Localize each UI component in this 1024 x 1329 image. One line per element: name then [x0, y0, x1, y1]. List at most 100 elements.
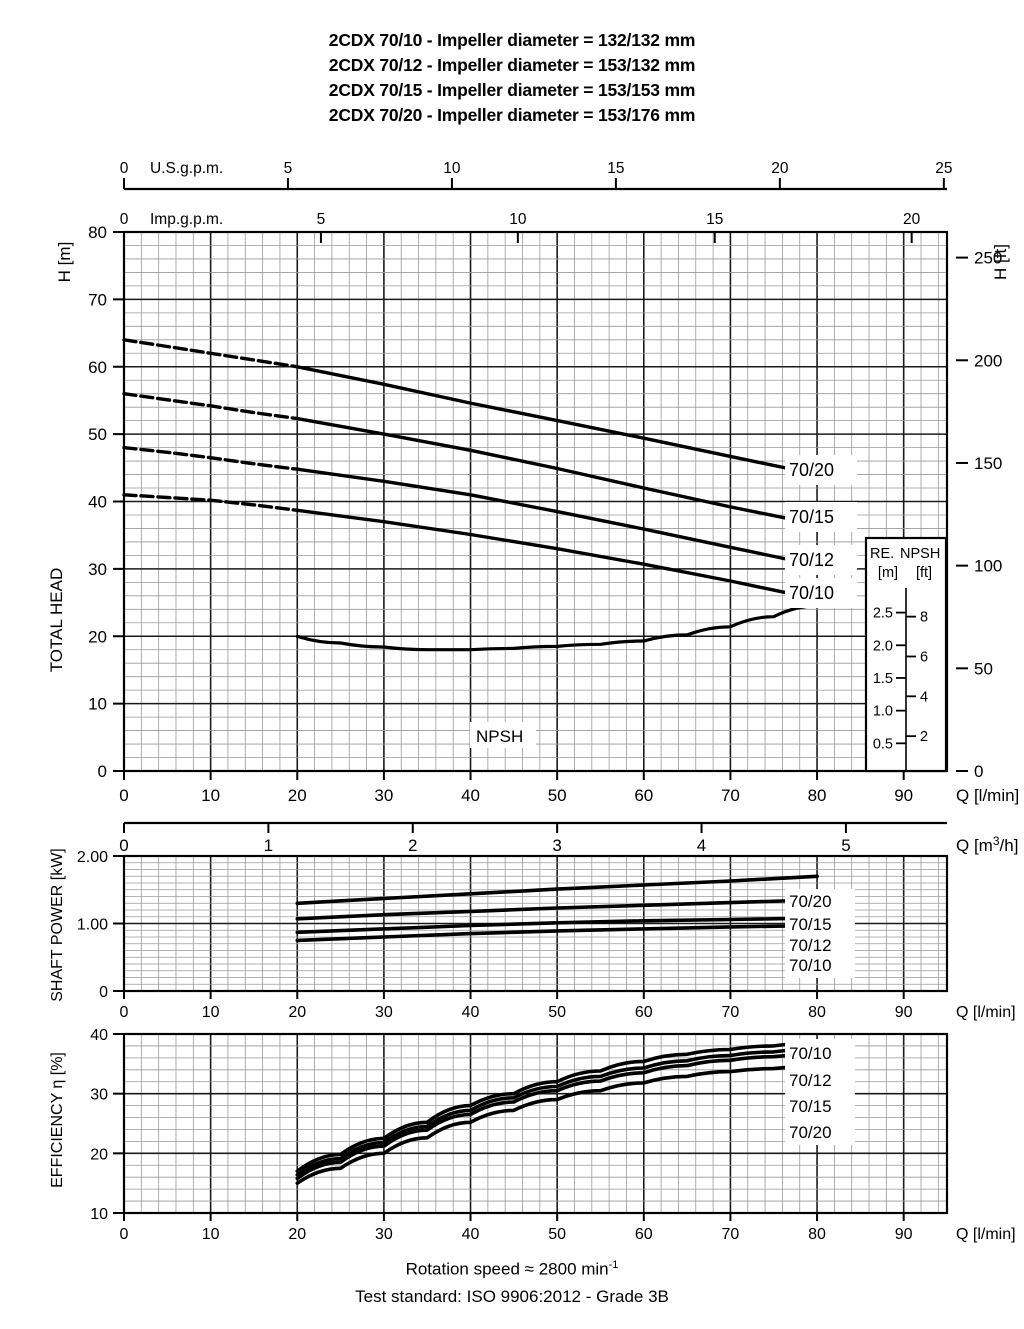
- q-m3h-tick-label: 2: [408, 836, 417, 855]
- efficiency-curve-label-bg: [785, 1118, 855, 1145]
- efficiency-q-tick-label: 10: [202, 1226, 220, 1243]
- npsh-ft-tick-label: 6: [920, 649, 928, 665]
- head-curve-label-bg: [785, 455, 857, 485]
- rotation-speed-text: Rotation speed ≈ 2800 min-1: [405, 1259, 619, 1279]
- q-m3h-tick-label: 4: [697, 836, 706, 855]
- q-lmin-tick-label: 60: [634, 786, 653, 805]
- q-m3h-tick-label: 3: [552, 836, 561, 855]
- npsh-m-tick-label: 1.5: [873, 671, 893, 687]
- efficiency-axis-label: EFFICIENCY η [%]: [49, 1052, 66, 1188]
- power-curve-label-bg: [785, 889, 855, 914]
- npsh-legend-box: RE. NPSH[m] [ft] 0.5 1.0 1.5 2.0 2.5 2 4 6 8: [864, 536, 948, 773]
- npsh-ft-tick-label: 4: [920, 689, 928, 705]
- efficiency-q-tick-label: 80: [808, 1226, 826, 1243]
- power-curve-70-20: [295, 874, 819, 906]
- npsh-m-tick-label: 2.0: [873, 638, 893, 654]
- power-q-tick-label: 30: [375, 1004, 393, 1021]
- total-head-axis-label: TOTAL HEAD: [47, 568, 66, 673]
- head-left-tick-label: 40: [88, 493, 107, 512]
- npsh-label-bg: [470, 722, 536, 748]
- efficiency-curve-label: 70/10: [789, 1044, 832, 1063]
- head-curve-label-bg: [785, 578, 857, 608]
- efficiency-curve-70-10: [295, 1041, 819, 1173]
- head-curve-label: 70/15: [789, 507, 834, 527]
- efficiency-curve-label-bg: [785, 1066, 855, 1093]
- title-line-4: 2CDX 70/20 - Impeller diameter = 153/176…: [328, 105, 696, 125]
- head-left-tick-label: 0: [98, 762, 107, 781]
- head-curve-70-20: [295, 365, 819, 477]
- efficiency-curve-label-bg: [785, 1039, 855, 1066]
- head-curve-dashed-70-10: [122, 493, 299, 512]
- power-q-axis-label: Q [l/min]: [956, 1004, 1016, 1021]
- power-tick-label: 2.00: [77, 849, 108, 866]
- power-q-tick-label: 50: [548, 1004, 566, 1021]
- efficiency-q-tick-label: 70: [722, 1226, 740, 1243]
- q-m3h-tick-label: 5: [841, 836, 850, 855]
- efficiency-panel-frame: [122, 1032, 949, 1215]
- npsh-box-unit-ft: [ft]: [916, 565, 932, 581]
- npsh-ft-tick-label: 8: [920, 610, 928, 626]
- head-left-tick-label: 20: [88, 627, 107, 646]
- head-right-tick-label: 200: [974, 351, 1002, 370]
- efficiency-tick-label: 40: [90, 1027, 108, 1044]
- impgpm-tick-label: 10: [509, 211, 527, 228]
- head-curve-70-10: [295, 508, 819, 601]
- impgpm-tick-label: 5: [317, 211, 326, 228]
- head-right-tick-label: 100: [974, 557, 1002, 576]
- head-right-tick-label: 150: [974, 454, 1002, 473]
- power-q-tick-label: 40: [462, 1004, 480, 1021]
- head-curve-label: 70/12: [789, 550, 834, 570]
- q-lmin-axis-label: Q [l/min]: [956, 786, 1019, 805]
- impgpm-tick-label: 20: [903, 211, 921, 228]
- usgpm-tick-label: 25: [935, 160, 952, 177]
- power-curve-label: 70/12: [789, 936, 832, 955]
- efficiency-q-tick-label: 30: [375, 1226, 393, 1243]
- power-q-tick-label: 60: [635, 1004, 653, 1021]
- efficiency-q-tick-label: 0: [120, 1226, 129, 1243]
- top-unit-axes: 0 5 10 15 20 25 U.S.g.p.m. 0 5 10 15 20 Imp.g.p.m.: [120, 160, 952, 243]
- efficiency-tick-label: 20: [90, 1146, 108, 1163]
- npsh-ft-tick-label: 2: [920, 729, 928, 745]
- head-right-tick-label: 250: [974, 249, 1002, 268]
- efficiency-q-tick-label: 90: [895, 1226, 913, 1243]
- q-lmin-tick-label: 90: [894, 786, 913, 805]
- power-axis-label: SHAFT POWER [kW]: [49, 848, 66, 1001]
- head-left-tick-label: 70: [88, 290, 107, 309]
- power-curve-70-10: [295, 923, 819, 943]
- usgpm-tick-label: 10: [443, 160, 461, 177]
- efficiency-q-tick-label: 50: [548, 1226, 566, 1243]
- title-line-3: 2CDX 70/15 - Impeller diameter = 153/153…: [328, 80, 696, 100]
- efficiency-curve-label: 70/12: [789, 1071, 832, 1090]
- usgpm-tick-label: 0: [120, 160, 129, 177]
- efficiency-q-tick-label: 40: [462, 1226, 480, 1243]
- efficiency-panel: 10 20 30 40 EFFICIENCY η [%] 0 10 20 30 40 50 60 70 8…: [49, 1027, 1016, 1243]
- npsh-m-tick-label: 1.0: [873, 704, 893, 720]
- title-line-2: 2CDX 70/12 - Impeller diameter = 153/132…: [328, 55, 696, 75]
- head-curve-dashed-70-12: [122, 445, 299, 471]
- head-curve-dashed-70-15: [122, 392, 299, 421]
- power-panel: 0 1.00 2.00 SHAFT POWER [kW] 0 10 20 30 40 50 60 70…: [49, 848, 1016, 1021]
- npsh-box-heading-npsh: NPSH: [900, 546, 940, 562]
- q-lmin-tick-label: 50: [548, 786, 567, 805]
- head-curve-labels: 70/20 70/15 70/12 70/10 NPSH: [470, 455, 857, 748]
- efficiency-curve-label: 70/15: [789, 1097, 832, 1116]
- head-left-tick-label: 10: [88, 695, 107, 714]
- npsh-m-tick-label: 0.5: [873, 736, 893, 752]
- head-curve-label-bg: [785, 545, 857, 575]
- q-lmin-tick-label: 20: [288, 786, 307, 805]
- head-right-tick-label: 50: [974, 659, 993, 678]
- q-lmin-tick-label: 10: [201, 786, 220, 805]
- head-left-axis-label: H [m]: [55, 242, 74, 283]
- power-curve-label-bg: [785, 953, 855, 978]
- impgpm-tick-label: 0: [120, 211, 129, 228]
- head-curve-label: 70/20: [789, 460, 834, 480]
- head-curve-70-12: [295, 467, 819, 568]
- head-panel-grid: [123, 231, 948, 772]
- usgpm-axis-label: U.S.g.p.m.: [150, 160, 223, 177]
- power-q-tick-label: 0: [120, 1004, 129, 1021]
- power-curve-label: 70/10: [789, 956, 832, 975]
- title-line-1: 2CDX 70/10 - Impeller diameter = 132/132…: [328, 30, 696, 50]
- power-tick-label: 1.00: [77, 917, 108, 934]
- power-curve-label: 70/20: [789, 892, 832, 911]
- efficiency-tick-label: 10: [90, 1206, 108, 1223]
